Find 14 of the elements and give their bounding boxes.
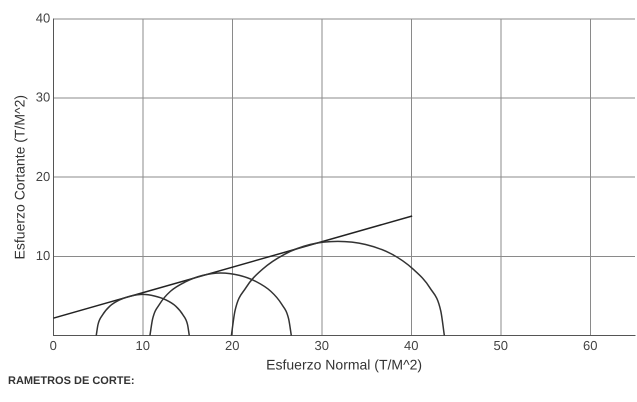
- x-tick-label: 60: [583, 338, 598, 353]
- x-tick-label: 10: [136, 338, 150, 353]
- x-tick-label: 30: [314, 338, 329, 353]
- x-axis-title: Esfuerzo Normal (T/M^2): [266, 356, 422, 372]
- y-tick-label: 40: [36, 10, 50, 26]
- y-tick-label: 30: [36, 90, 50, 105]
- x-tick-label: 50: [494, 338, 508, 353]
- y-tick-label: 10: [36, 248, 50, 263]
- x-tick-label: 0: [50, 338, 57, 353]
- y-tick-label: 20: [36, 168, 50, 184]
- text: RAMETROS DE CORTE:: [8, 374, 136, 388]
- y-axis-title: Esfuerzo Cortante (T/M^2): [11, 94, 28, 260]
- x-tick-label: 20: [225, 338, 240, 353]
- x-tick-label: 40: [404, 338, 418, 353]
